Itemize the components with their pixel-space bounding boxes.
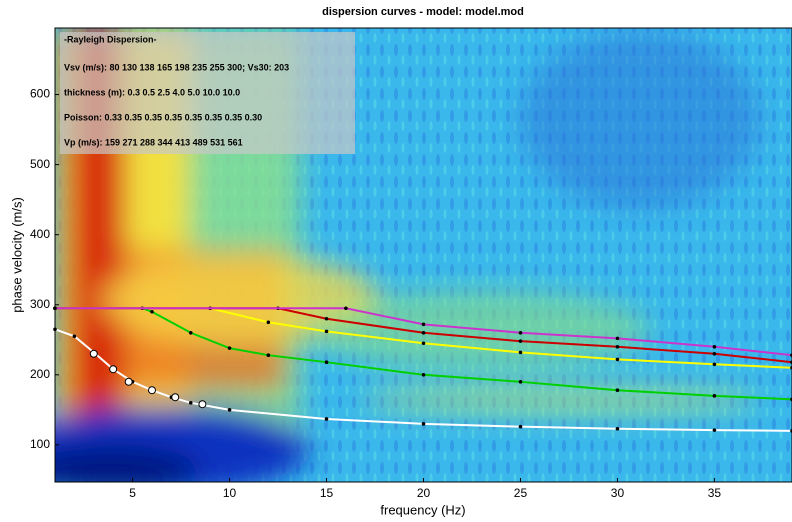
curve-dot xyxy=(227,346,232,350)
curve-dot xyxy=(53,327,57,332)
curve-dot xyxy=(227,408,232,412)
x-axis-label: frequency (Hz) xyxy=(380,502,465,517)
x-tick-label: 35 xyxy=(708,486,722,500)
curve-dot xyxy=(712,351,717,356)
annotation-box xyxy=(60,32,355,154)
curve-dot xyxy=(615,344,620,349)
x-tick-label: 5 xyxy=(129,486,136,500)
curve-dot xyxy=(712,344,717,349)
curve-dot xyxy=(324,360,329,364)
curve-dot xyxy=(712,428,717,432)
x-tick-label: 10 xyxy=(223,486,237,500)
curve-dot xyxy=(188,330,193,335)
picked-point xyxy=(198,400,207,409)
heatmap xyxy=(55,28,792,482)
curve-dot xyxy=(518,330,523,335)
curve-dot xyxy=(72,334,77,339)
x-tick-label: 25 xyxy=(514,486,528,500)
curve-dot xyxy=(421,330,426,335)
curve-dot xyxy=(324,329,329,334)
picked-point xyxy=(171,393,180,402)
curve-dot xyxy=(150,309,154,314)
curve-dot xyxy=(712,362,717,367)
curve-dot xyxy=(712,394,717,398)
y-tick-label: 500 xyxy=(30,157,50,171)
dispersion-curve xyxy=(55,307,792,364)
curve-dot xyxy=(344,306,348,311)
picked-point xyxy=(89,349,98,358)
annotation: Poisson: 0.33 0.35 0.35 0.35 0.35 0.35 0… xyxy=(64,112,262,122)
annotation: thickness (m): 0.3 0.5 2.5 4.0 5.0 10.0 … xyxy=(64,87,240,97)
x-tick-label: 15 xyxy=(320,486,334,500)
curve-dot xyxy=(53,306,57,311)
chart-title: dispersion curves - model: model.mod xyxy=(322,6,524,18)
curve-dot xyxy=(421,341,426,346)
curve-dot xyxy=(421,422,426,426)
y-tick-label: 600 xyxy=(30,87,50,101)
y-axis-label: phase velocity (m/s) xyxy=(9,197,24,313)
curve-dot xyxy=(188,401,193,405)
y-tick-label: 200 xyxy=(30,367,50,381)
curve-dot xyxy=(518,350,523,355)
annotation: -Rayleigh Dispersion- xyxy=(64,34,157,44)
curve-dot xyxy=(421,373,426,377)
curve-dot xyxy=(266,320,271,325)
curve-dot xyxy=(324,417,329,421)
curve-dot xyxy=(615,357,620,362)
x-tick-label: 20 xyxy=(417,486,431,500)
y-tick-label: 300 xyxy=(30,297,50,311)
curve-dot xyxy=(518,339,523,343)
annotation: Vsv (m/s): 80 130 138 165 198 235 255 30… xyxy=(64,62,289,72)
y-tick-label: 400 xyxy=(30,227,50,241)
curve-dot xyxy=(421,322,426,327)
y-tick-label: 100 xyxy=(30,437,50,451)
curve-dot xyxy=(518,424,523,429)
curve-dot xyxy=(615,336,620,341)
annotation: Vp (m/s): 159 271 288 344 413 489 531 56… xyxy=(64,137,243,147)
curve-dot xyxy=(518,380,523,384)
curve-dot xyxy=(615,388,620,393)
curve-dot xyxy=(266,353,271,357)
picked-point xyxy=(124,377,133,386)
x-tick-label: 30 xyxy=(611,486,625,500)
picked-point xyxy=(147,386,156,395)
curve-dot xyxy=(615,426,620,431)
picked-point xyxy=(109,365,118,374)
curve-dot xyxy=(324,316,329,321)
